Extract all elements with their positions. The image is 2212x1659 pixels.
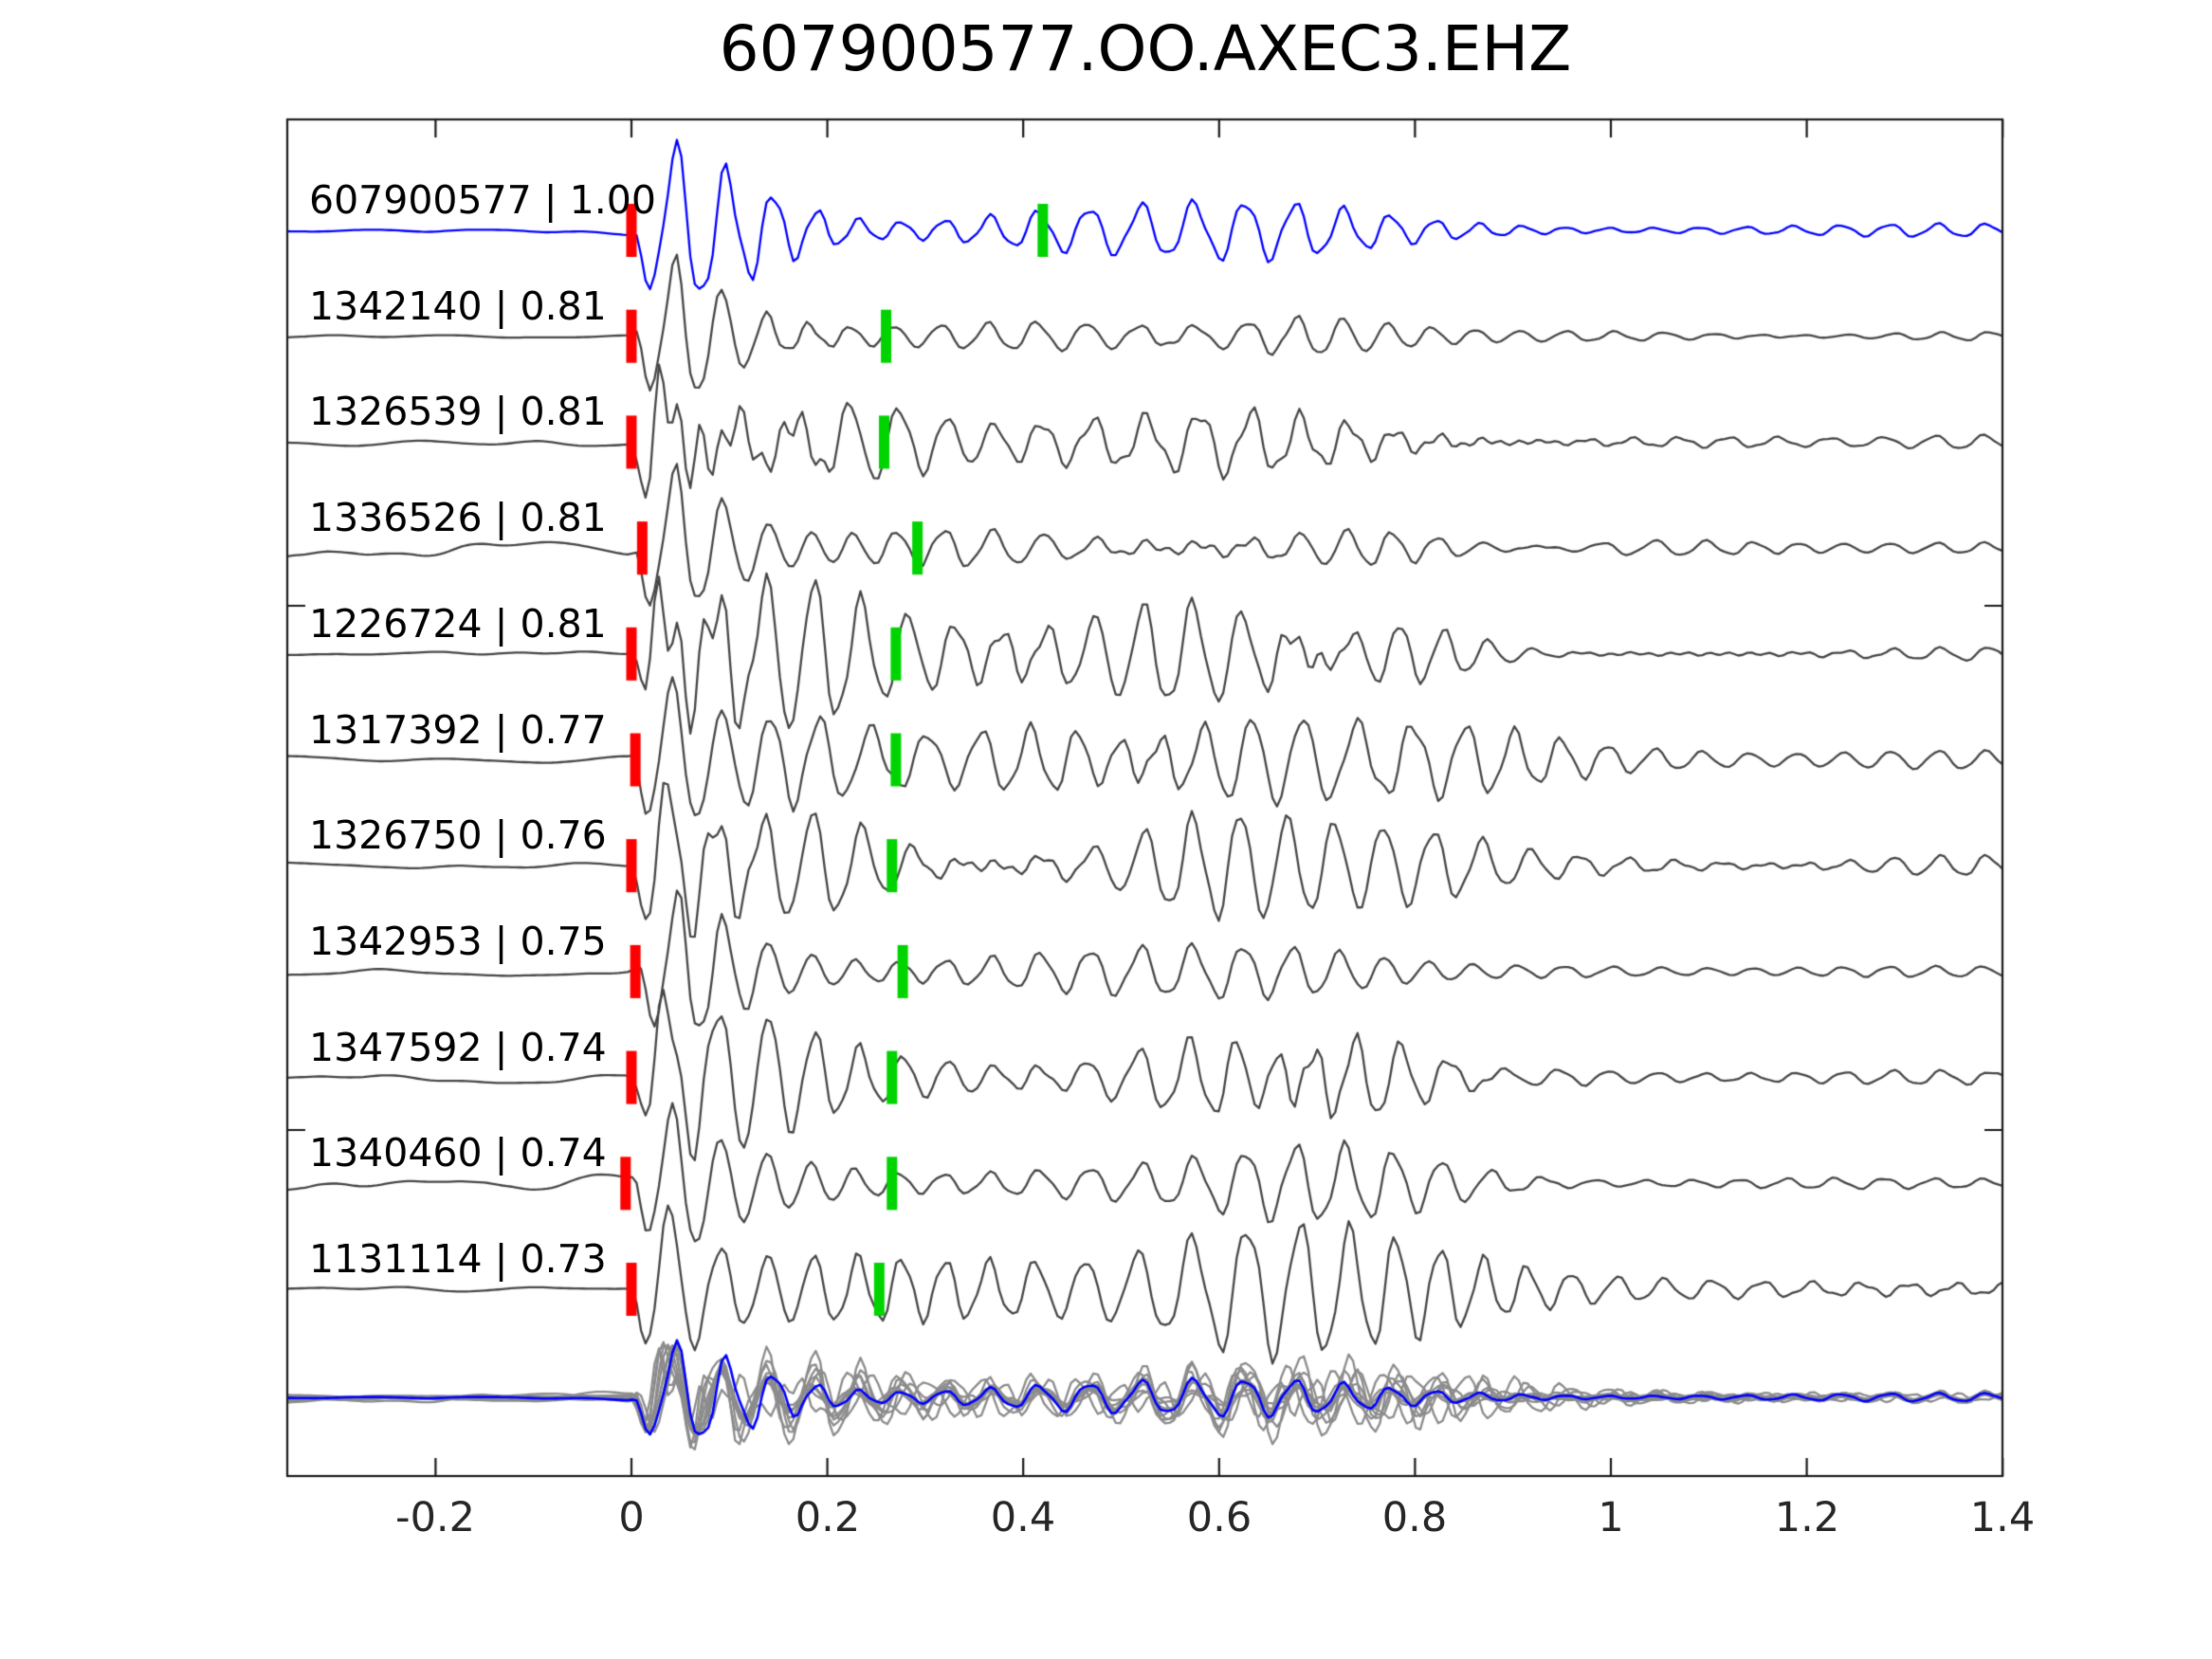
x-axis-tick-label: 0.4: [990, 1494, 1056, 1541]
x-axis-tick-label: 0.2: [795, 1494, 861, 1541]
trace-label: 1131114 | 0.73: [309, 1236, 607, 1282]
trace-label: 1326539 | 0.81: [309, 389, 607, 434]
trace-label: 1342140 | 0.81: [309, 283, 607, 329]
trace-label: 1336526 | 0.81: [309, 495, 607, 540]
x-axis-tick-label: 0.6: [1186, 1494, 1252, 1541]
x-axis-tick-label: 1.4: [1969, 1494, 2036, 1541]
x-axis-tick-label: -0.2: [395, 1494, 475, 1541]
x-axis-tick-label: 1.2: [1774, 1494, 1840, 1541]
x-axis-tick-label: 1: [1598, 1494, 1624, 1541]
trace-label: 1340460 | 0.74: [309, 1130, 607, 1176]
trace-label: 1342953 | 0.75: [309, 919, 607, 964]
trace-label: 1347592 | 0.74: [309, 1025, 607, 1070]
trace-label: 1317392 | 0.77: [309, 707, 607, 753]
trace-label: 607900577 | 1.00: [309, 177, 656, 223]
trace-label: 1326750 | 0.76: [309, 812, 607, 858]
x-axis-tick-label: 0.8: [1381, 1494, 1448, 1541]
chart-title: 607900577.OO.AXEC3.EHZ: [719, 12, 1572, 85]
x-axis-tick-label: 0: [618, 1494, 645, 1541]
trace-label: 1226724 | 0.81: [309, 601, 607, 647]
